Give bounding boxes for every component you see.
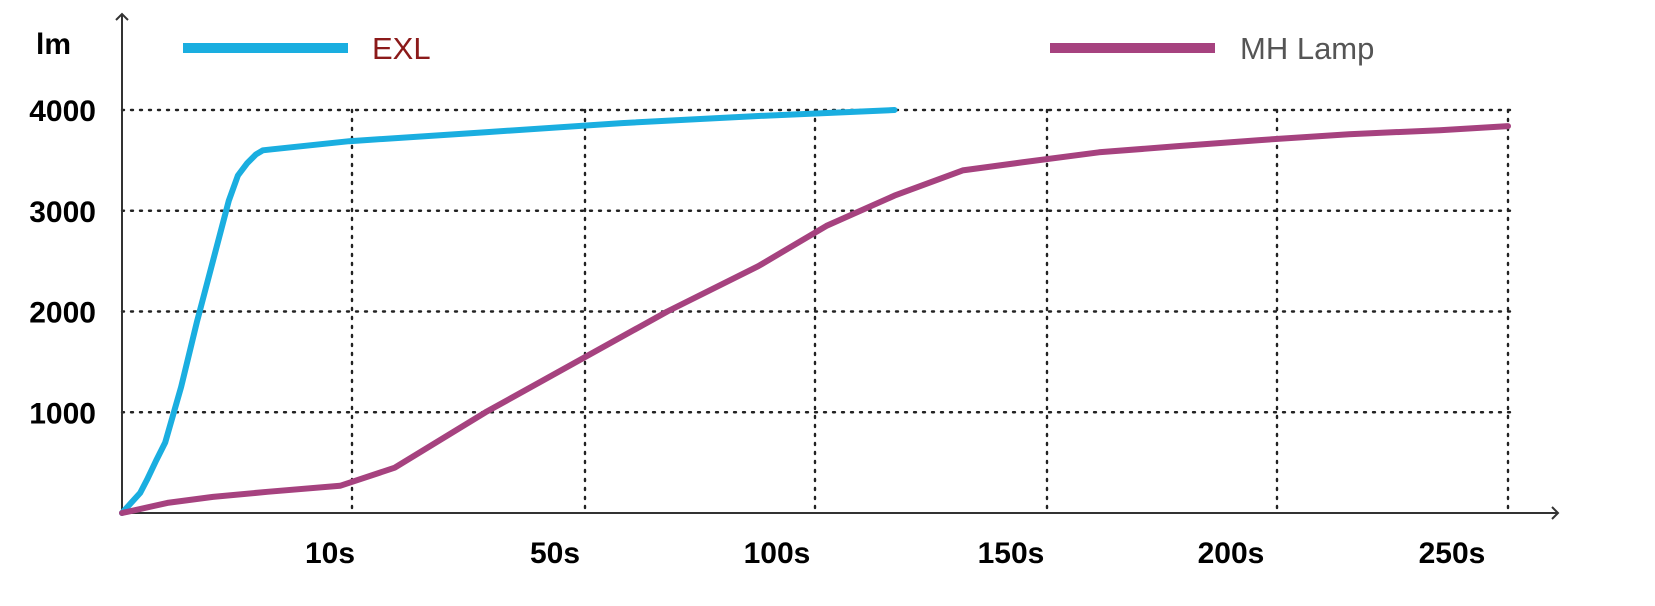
y-tick-label: 4000 [29,95,96,128]
axes: lm [36,12,1560,520]
x-tick-label: 200s [1198,537,1265,570]
x-tick-label: 150s [978,537,1045,570]
grid [120,108,1514,515]
ticks: 1000 2000 3000 4000 10s 50s 100s 150s 200s 250s [29,95,1485,570]
y-tick-label: 3000 [29,196,96,229]
x-tick-label: 10s [305,537,355,570]
series-line-mh-lamp [119,123,1511,516]
y-tick-label: 2000 [29,297,96,330]
y-tick-label: 1000 [29,397,96,430]
legend-label-exl: EXL [372,31,431,66]
legend: EXL MH Lamp [183,31,1374,66]
x-tick-label: 100s [744,537,811,570]
series-line-exl [119,107,898,516]
legend-label-mh-lamp: MH Lamp [1240,31,1374,66]
x-tick-label: 250s [1419,537,1486,570]
x-tick-label: 50s [530,537,580,570]
series [119,107,1511,516]
y-axis-label: lm [36,28,71,61]
